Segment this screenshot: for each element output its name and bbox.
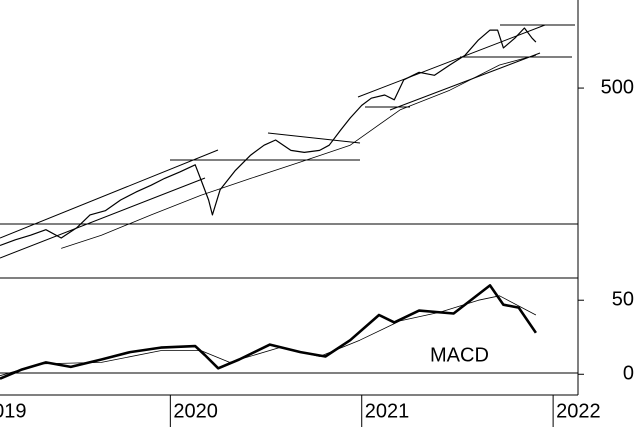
series-line: [0, 295, 537, 377]
y-tick-label: 50: [612, 288, 634, 310]
x-tick-label: 2020: [173, 400, 218, 422]
series-line: [0, 27, 537, 247]
series-line: [61, 54, 537, 249]
x-tick-label: 2022: [556, 400, 601, 422]
trend-line: [0, 149, 219, 239]
x-tick-label: 2019: [0, 400, 26, 422]
trend-line: [267, 132, 361, 144]
y-tick-label: 0: [623, 363, 634, 385]
trend-line: [357, 24, 546, 98]
y-tick-label: 500: [601, 76, 634, 98]
trend-line: [389, 52, 541, 111]
macd-label: MACD: [430, 344, 489, 366]
trend-line: [0, 177, 206, 259]
x-tick-label: 2021: [365, 400, 410, 422]
